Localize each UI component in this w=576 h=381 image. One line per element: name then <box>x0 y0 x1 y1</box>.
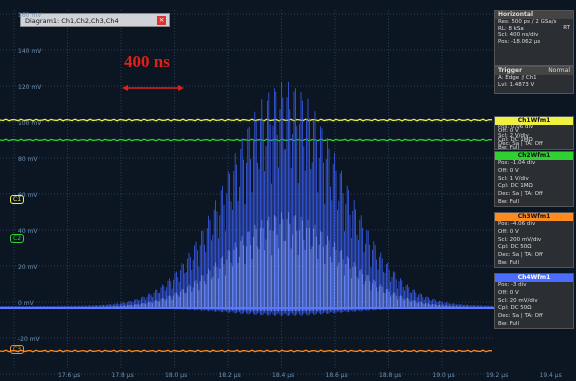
channel-title: Ch3Wfm1 <box>495 213 573 221</box>
waveform-area <box>0 10 494 375</box>
panel-line: Bw: Full <box>498 259 519 266</box>
panel-title: Horizontal <box>495 11 573 19</box>
y-axis-label: 120 mV <box>18 84 42 91</box>
y-axis-label: 0 mV <box>18 300 34 307</box>
channel-title: Ch1Wfm1 <box>495 117 573 125</box>
y-axis-label: 160 mV <box>18 12 42 19</box>
x-axis-label: 17.8 µs <box>111 372 134 379</box>
y-axis-label: -20 mV <box>18 336 40 343</box>
x-axis-label: 18.6 µs <box>325 372 348 379</box>
channel-panel[interactable]: Ch3Wfm1 Pos: -4.06 div Off: 0 V Scl: 200 mV… <box>494 212 574 268</box>
channel-marker: C2 <box>10 234 25 243</box>
channel-panel[interactable]: Ch1Wfm1 Pos: 0.06 div Off: 0 V Scl: 2 V/div… <box>494 116 574 150</box>
y-axis-label: 100 mV <box>18 120 42 127</box>
panel-line: Scl: 2 V/div <box>498 132 529 139</box>
panel-line: Pos: 0.06 div <box>498 124 534 130</box>
y-axis-label: 60 mV <box>18 192 38 199</box>
diagram-tab[interactable]: Diagram1: Ch1,Ch2,Ch3,Ch4 × <box>20 13 170 27</box>
x-axis-label: 18.8 µs <box>379 372 402 379</box>
channel-panel[interactable]: Ch2Wfm1 Pos: -1.04 div Off: 0 V Scl: 1 V/di… <box>494 151 574 207</box>
x-axis-label: 19.0 µs <box>432 372 455 379</box>
trigger-title: Trigger <box>498 67 523 74</box>
channel-title: Ch4Wfm1 <box>495 274 573 282</box>
close-icon[interactable]: × <box>157 16 166 25</box>
x-axis-label: 19.2 µs <box>486 372 509 379</box>
x-axis-label: 17.6 µs <box>58 372 81 379</box>
panel-line: Dec: Sa | TA: Off <box>498 141 543 148</box>
channel-title: Ch2Wfm1 <box>495 152 573 160</box>
panel-line: Bw: Full <box>498 145 519 150</box>
panel-line: Cpl: DC 50Ω <box>498 305 532 312</box>
ch1-trace <box>0 118 493 122</box>
channel-marker: C1 <box>10 195 25 204</box>
panel-lines: Res: 500 ps / 2 GSa/s RL: 8 kSa Scl: 400 n… <box>495 19 573 45</box>
horizontal-panel[interactable]: Horizontal Res: 500 ps / 2 GSa/s RL: 8 kS… <box>494 10 574 66</box>
panel-line: Dec: Sa | TA: Off <box>498 252 543 259</box>
channel-panel[interactable]: Ch4Wfm1 Pos: -3 div Off: 0 V Scl: 20 mV/div… <box>494 273 574 329</box>
trigger-panel[interactable]: Trigger Normal A: Edge ⮥ Ch1 Lvl: 1.4873 V <box>494 66 574 94</box>
panel-title: Trigger Normal <box>495 67 573 75</box>
panel-line: Cpl: DC 1MΩ <box>498 136 533 143</box>
panel-line: Scl: 1 V/div <box>498 175 529 182</box>
y-axis-label: 40 mV <box>18 228 38 235</box>
panel-line: Cpl: DC 50Ω <box>498 244 532 251</box>
channel-marker: C3 <box>10 345 25 354</box>
panel-line: Off: 0 V <box>498 289 519 296</box>
ch2-trace <box>0 138 493 142</box>
panel-line: Pos: -1.04 div <box>498 160 536 166</box>
panel-line: Off: 0 V <box>498 167 519 174</box>
panel-line: Res: 500 ps / 2 GSa/s <box>498 19 557 25</box>
panel-line: Scl: 20 mV/div <box>498 297 538 304</box>
y-axis-label: 20 mV <box>18 264 38 271</box>
mode: RT <box>563 25 570 31</box>
panel-line: Bw: Full <box>498 198 519 205</box>
panel-line: Scl: 200 mV/div <box>498 236 542 243</box>
panel-line: Cpl: DC 1MΩ <box>498 183 533 190</box>
annotation: 400 ns <box>124 52 170 71</box>
panel-line: Off: 0 V <box>498 228 519 235</box>
panel-line: Pos: -3 div <box>498 282 527 288</box>
y-axis-label: 80 mV <box>18 156 38 163</box>
panel-lines: A: Edge ⮥ Ch1 Lvl: 1.4873 V <box>495 75 573 88</box>
panel-line: Pos: -18.062 µs <box>498 38 541 45</box>
panel-line: Off: 0 V <box>498 128 519 135</box>
x-axis-label: 19.4 µs <box>539 372 562 379</box>
panel-line: Dec: Sa | TA: Off <box>498 191 543 198</box>
panel-line: Bw: Full <box>498 320 519 327</box>
tab-title: Diagram1: Ch1,Ch2,Ch3,Ch4 <box>25 17 119 25</box>
panel-line: A: Edge ⮥ Ch1 <box>498 75 537 81</box>
panel-line: Dec: Sa | TA: Off <box>498 313 543 320</box>
y-axis-label: 140 mV <box>18 48 42 55</box>
panel-line: Lvl: 1.4873 V <box>498 81 535 88</box>
panel-line: Pos: -4.06 div <box>498 221 536 227</box>
x-axis-label: 18.2 µs <box>218 372 241 379</box>
panel-line: Scl: 400 ns/div <box>498 32 539 39</box>
trigger-mode: Normal <box>548 67 570 74</box>
panel-line: RL: 8 kSa <box>498 25 524 32</box>
x-axis-label: 18.0 µs <box>165 372 188 379</box>
x-axis-label: 18.4 µs <box>272 372 295 379</box>
ch3-trace <box>0 349 493 353</box>
